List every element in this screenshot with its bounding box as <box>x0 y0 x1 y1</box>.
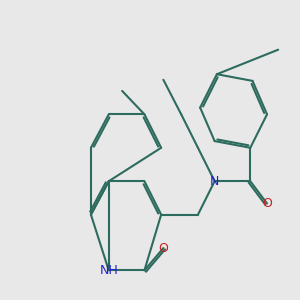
Text: NH: NH <box>99 264 118 277</box>
Text: N: N <box>210 175 219 188</box>
Text: O: O <box>262 197 272 210</box>
Text: O: O <box>158 242 168 255</box>
